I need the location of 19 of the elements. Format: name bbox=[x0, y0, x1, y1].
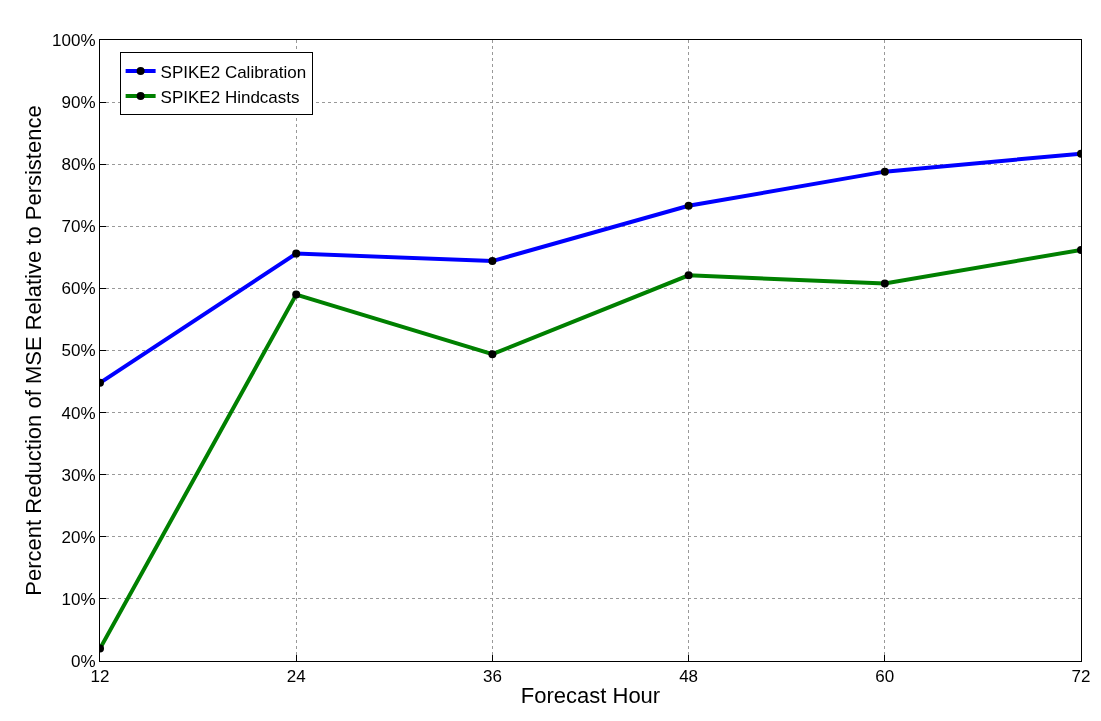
y-tick-label: 60% bbox=[61, 279, 96, 299]
legend-label: SPIKE2 Hindcasts bbox=[160, 87, 300, 107]
y-tick-label: 70% bbox=[61, 217, 96, 237]
y-tick-label: 10% bbox=[61, 589, 96, 609]
y-tick-label: 90% bbox=[61, 93, 96, 113]
x-tick-label: 36 bbox=[482, 667, 502, 687]
legend-label: SPIKE2 Calibration bbox=[160, 62, 307, 82]
x-axis-title: Forecast Hour bbox=[520, 683, 661, 709]
x-tick-label: 60 bbox=[875, 667, 895, 687]
x-tick-label: 48 bbox=[679, 667, 699, 687]
x-tick-label: 72 bbox=[1071, 667, 1091, 687]
y-tick-label: 80% bbox=[61, 155, 96, 175]
y-tick-label: 40% bbox=[61, 403, 96, 423]
y-tick-label: 50% bbox=[61, 341, 96, 361]
y-axis-title: Percent Reduction of MSE Relative to Persistence bbox=[20, 105, 46, 596]
y-tick-label: 30% bbox=[61, 465, 96, 485]
x-tick-label: 24 bbox=[286, 667, 306, 687]
y-tick-label: 100% bbox=[52, 30, 96, 50]
y-tick-label: 20% bbox=[61, 527, 96, 547]
